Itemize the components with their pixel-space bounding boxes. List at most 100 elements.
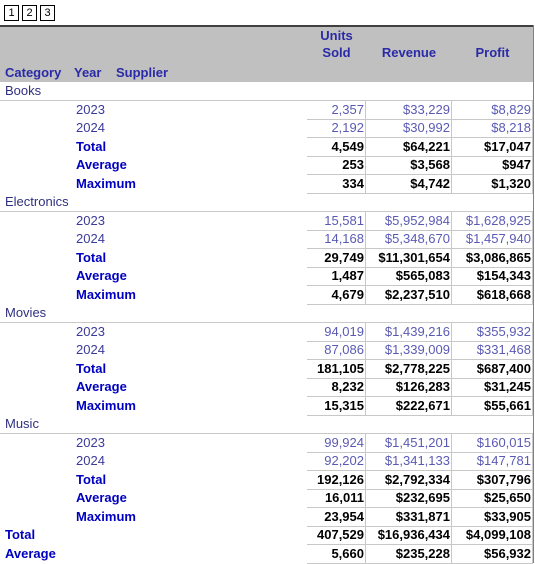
- cell: [366, 470, 452, 490]
- cell: [366, 248, 452, 268]
- cell: [452, 470, 533, 490]
- summary-label: Total: [76, 138, 107, 154]
- cell: [452, 489, 533, 508]
- summary-value: 253: [342, 157, 364, 172]
- summary-value: 23,954: [324, 508, 364, 524]
- summary-value: 4,549: [331, 138, 364, 154]
- cell: [307, 248, 366, 268]
- year-value: $30,992: [403, 120, 450, 135]
- category-label: Movies: [5, 305, 47, 320]
- cell: [307, 322, 366, 342]
- cell: [366, 230, 452, 249]
- cell: [452, 156, 533, 175]
- cell: [452, 526, 533, 545]
- cell: [366, 267, 452, 286]
- summary-label: Average: [76, 490, 127, 505]
- summary-value: $126,283: [395, 379, 450, 394]
- year-value: $5,348,670: [384, 231, 450, 246]
- cell: [366, 433, 452, 453]
- year-label: 2023: [76, 323, 105, 339]
- year-value: $1,439,216: [384, 323, 450, 339]
- summary-label: Average: [76, 268, 127, 283]
- category-label: Music: [5, 416, 39, 431]
- summary-value: 192,126: [317, 471, 364, 487]
- summary-value: $33,905: [484, 508, 531, 524]
- cell: [452, 452, 533, 471]
- year-value: $331,468: [476, 342, 531, 357]
- year-value: 15,581: [324, 212, 364, 228]
- summary-label: Average: [76, 379, 127, 394]
- cell: [366, 174, 452, 194]
- cell: [366, 378, 452, 397]
- header-revenue: Revenue: [381, 45, 437, 60]
- page-button[interactable]: 3: [40, 5, 55, 21]
- footer-value: $235,228: [395, 545, 450, 561]
- cell: [307, 174, 366, 194]
- summary-value: $17,047: [484, 138, 531, 154]
- summary-label: Total: [76, 360, 107, 376]
- footer-value: 407,529: [317, 527, 364, 542]
- footer-value: $16,936,434: [377, 527, 450, 542]
- footer-label: Average: [5, 545, 56, 561]
- cell: [307, 100, 366, 120]
- page-button[interactable]: 1: [4, 5, 19, 21]
- cell: [452, 322, 533, 342]
- cell: [366, 359, 452, 379]
- cell: [452, 211, 533, 231]
- year-value: 2,192: [331, 120, 364, 135]
- summary-label: Average: [76, 157, 127, 172]
- summary-value: $154,343: [476, 268, 531, 283]
- cell: [307, 267, 366, 286]
- category-row: [0, 415, 533, 434]
- summary-value: $2,792,334: [384, 471, 450, 487]
- footer-value: $4,099,108: [465, 527, 531, 542]
- summary-value: 334: [342, 175, 364, 191]
- summary-value: $4,742: [410, 175, 450, 191]
- cell: [452, 507, 533, 527]
- footer-value: 5,660: [331, 545, 364, 561]
- summary-value: $222,671: [395, 397, 450, 413]
- summary-value: $2,237,510: [384, 286, 450, 302]
- footer-value: $56,932: [484, 545, 531, 561]
- cell: [452, 433, 533, 453]
- summary-value: $331,871: [395, 508, 450, 524]
- summary-value: 15,315: [324, 397, 364, 413]
- summary-label: Maximum: [76, 286, 136, 302]
- right-border: [533, 25, 534, 563]
- category-label: Electronics: [5, 194, 69, 209]
- cell: [307, 341, 366, 360]
- year-value: 14,168: [324, 231, 364, 246]
- year-value: $8,218: [491, 120, 531, 135]
- summary-label: Total: [76, 471, 107, 487]
- cell: [366, 452, 452, 471]
- summary-value: $618,668: [476, 286, 531, 302]
- cell: [307, 156, 366, 175]
- year-value: $33,229: [403, 101, 450, 117]
- cell: [307, 470, 366, 490]
- header-dim: Year: [74, 65, 102, 80]
- cell: [366, 322, 452, 342]
- cell: [452, 341, 533, 360]
- cell: [307, 378, 366, 397]
- cell: [452, 285, 533, 305]
- year-value: 99,924: [324, 434, 364, 450]
- summary-value: 8,232: [331, 379, 364, 394]
- summary-value: $2,778,225: [384, 360, 450, 376]
- year-value: $1,341,133: [384, 453, 450, 468]
- cell: [452, 396, 533, 416]
- summary-value: $307,796: [476, 471, 531, 487]
- category-row: [0, 82, 533, 101]
- year-value: $8,829: [491, 101, 531, 117]
- cell: [366, 285, 452, 305]
- page-button[interactable]: 2: [22, 5, 37, 21]
- year-value: $1,451,201: [384, 434, 450, 450]
- summary-label: Maximum: [76, 175, 136, 191]
- summary-label: Total: [76, 249, 107, 265]
- cell: [366, 396, 452, 416]
- summary-value: 16,011: [324, 490, 364, 505]
- year-label: 2024: [76, 231, 105, 246]
- summary-value: $55,661: [484, 397, 531, 413]
- cell: [366, 489, 452, 508]
- year-value: 87,086: [324, 342, 364, 357]
